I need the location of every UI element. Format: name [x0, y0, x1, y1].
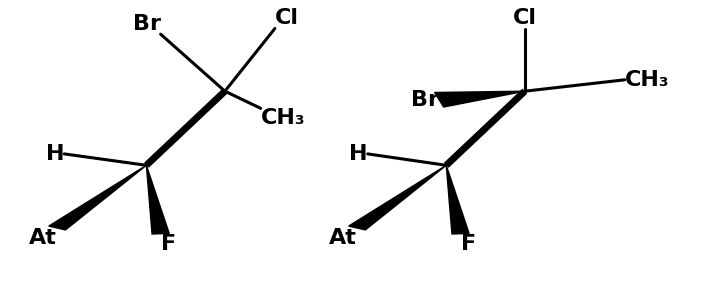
- Text: Br: Br: [411, 90, 439, 110]
- Text: At: At: [329, 228, 357, 248]
- Text: H: H: [46, 144, 64, 164]
- Text: CH₃: CH₃: [625, 70, 670, 90]
- Text: H: H: [349, 144, 368, 164]
- Polygon shape: [146, 165, 169, 234]
- Polygon shape: [348, 165, 446, 230]
- Text: Br: Br: [133, 14, 161, 34]
- Text: Cl: Cl: [513, 9, 537, 28]
- Text: CH₃: CH₃: [261, 108, 306, 128]
- Polygon shape: [446, 165, 469, 234]
- Text: At: At: [29, 228, 57, 248]
- Text: Cl: Cl: [275, 9, 299, 28]
- Polygon shape: [435, 91, 525, 107]
- Polygon shape: [49, 165, 146, 230]
- Text: F: F: [461, 234, 476, 254]
- Text: F: F: [161, 234, 176, 254]
